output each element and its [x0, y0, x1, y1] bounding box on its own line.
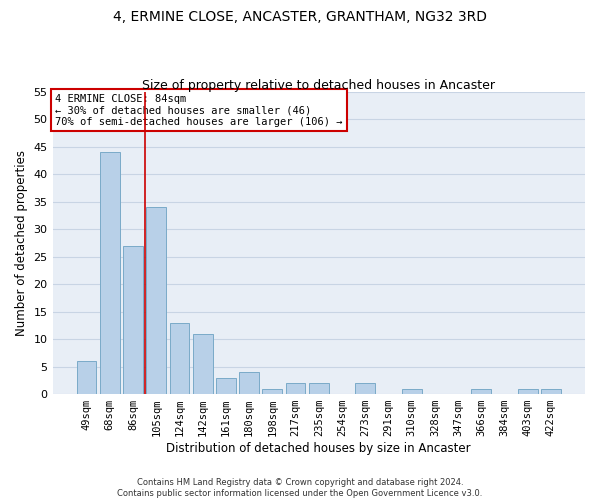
Bar	[402, 388, 422, 394]
Bar	[472, 388, 491, 394]
Bar	[193, 334, 212, 394]
Bar	[216, 378, 236, 394]
Bar	[100, 152, 119, 394]
Bar	[518, 388, 538, 394]
Bar	[309, 383, 329, 394]
Bar	[123, 246, 143, 394]
Bar	[355, 383, 375, 394]
Text: 4 ERMINE CLOSE: 84sqm
← 30% of detached houses are smaller (46)
70% of semi-deta: 4 ERMINE CLOSE: 84sqm ← 30% of detached …	[55, 94, 343, 126]
Text: Contains HM Land Registry data © Crown copyright and database right 2024.
Contai: Contains HM Land Registry data © Crown c…	[118, 478, 482, 498]
Title: Size of property relative to detached houses in Ancaster: Size of property relative to detached ho…	[142, 79, 495, 92]
Bar	[170, 322, 190, 394]
X-axis label: Distribution of detached houses by size in Ancaster: Distribution of detached houses by size …	[166, 442, 471, 455]
Bar	[541, 388, 561, 394]
Y-axis label: Number of detached properties: Number of detached properties	[15, 150, 28, 336]
Bar	[286, 383, 305, 394]
Bar	[239, 372, 259, 394]
Bar	[146, 208, 166, 394]
Text: 4, ERMINE CLOSE, ANCASTER, GRANTHAM, NG32 3RD: 4, ERMINE CLOSE, ANCASTER, GRANTHAM, NG3…	[113, 10, 487, 24]
Bar	[77, 361, 97, 394]
Bar	[262, 388, 282, 394]
